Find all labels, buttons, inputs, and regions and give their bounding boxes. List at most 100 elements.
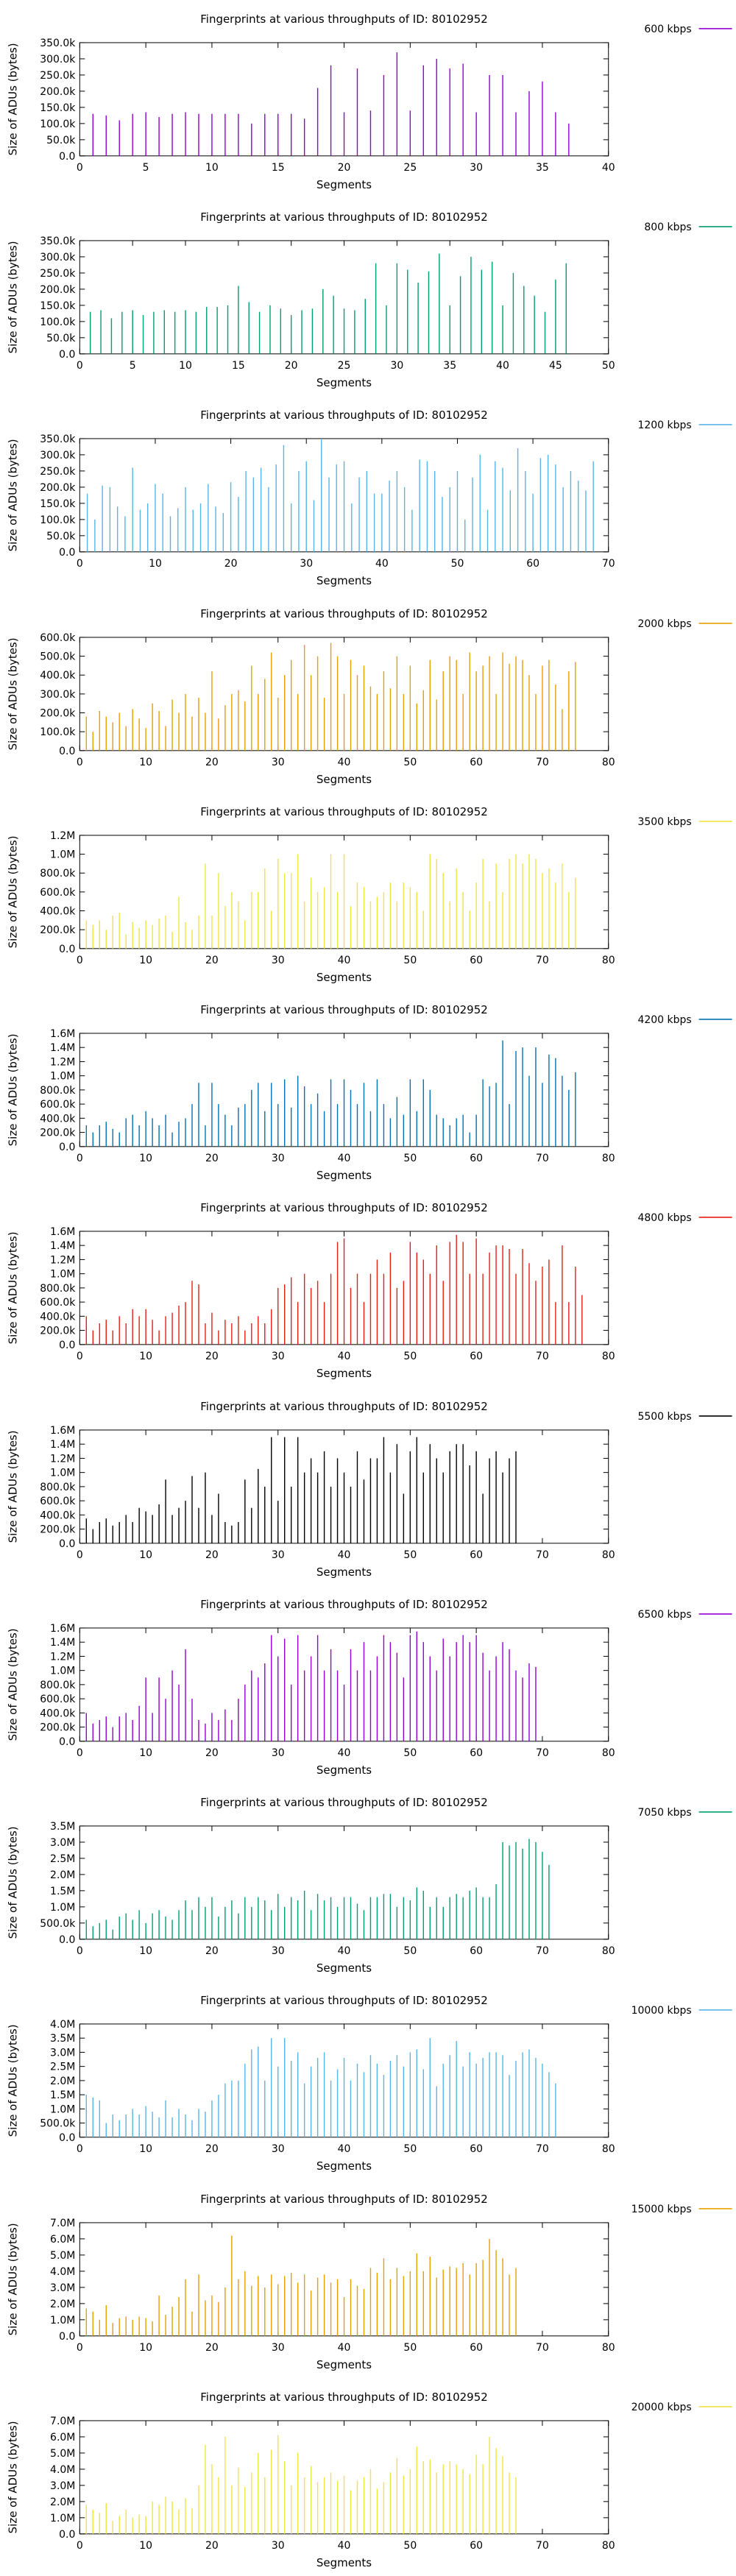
y-tick-label: 1.0M — [50, 849, 75, 860]
y-tick-label: 0.0 — [59, 944, 75, 955]
x-tick-label: 60 — [470, 756, 483, 768]
y-tick-label: 1.5M — [50, 2090, 75, 2101]
legend-label: 4200 kbps — [638, 1014, 692, 1026]
y-tick-label: 1.2M — [50, 1057, 75, 1069]
chart-panel: Fingerprints at various throughputs of I… — [6, 2193, 732, 2371]
y-tick-label: 6.0M — [50, 2432, 75, 2444]
x-tick-label: 50 — [403, 756, 417, 768]
y-tick-label: 1.0M — [50, 1902, 75, 1914]
x-tick-label: 10 — [139, 955, 152, 966]
y-tick-label: 350.0k — [40, 236, 76, 247]
y-tick-label: 5.0M — [50, 2249, 75, 2261]
y-tick-label: 400.0k — [40, 905, 76, 917]
x-tick-label: 20 — [205, 2540, 219, 2552]
y-tick-label: 250.0k — [40, 70, 76, 82]
y-tick-label: 200.0k — [40, 1128, 76, 1139]
x-tick-label: 50 — [403, 2341, 417, 2353]
x-tick-label: 80 — [602, 1945, 615, 1957]
x-tick-label: 60 — [526, 558, 539, 570]
x-tick-label: 30 — [272, 1153, 285, 1164]
y-tick-label: 2.5M — [50, 1853, 75, 1865]
x-tick-label: 40 — [338, 2143, 351, 2155]
y-tick-label: 1.2M — [50, 1453, 75, 1465]
x-tick-label: 0 — [77, 955, 83, 966]
x-axis-label: Segments — [316, 1367, 372, 1380]
x-tick-label: 45 — [549, 360, 562, 372]
x-tick-label: 35 — [443, 360, 456, 372]
x-tick-label: 30 — [272, 1351, 285, 1362]
y-tick-label: 250.0k — [40, 466, 76, 478]
y-axis-label: Size of ADUs (bytes) — [6, 2421, 19, 2533]
y-tick-label: 0.0 — [59, 1934, 75, 1946]
x-tick-label: 40 — [338, 1945, 351, 1957]
x-tick-label: 35 — [536, 162, 549, 174]
x-tick-label: 10 — [139, 1747, 152, 1759]
x-tick-label: 40 — [496, 360, 509, 372]
y-tick-label: 2.0M — [50, 2298, 75, 2310]
x-tick-label: 80 — [602, 1351, 615, 1362]
x-tick-label: 80 — [602, 2341, 615, 2353]
chart-title: Fingerprints at various throughputs of I… — [200, 2193, 487, 2206]
x-tick-label: 80 — [602, 1549, 615, 1560]
x-tick-label: 0 — [77, 1153, 83, 1164]
y-tick-label: 150.0k — [40, 498, 76, 510]
x-tick-label: 50 — [451, 558, 464, 570]
x-tick-label: 70 — [536, 756, 549, 768]
chart-panel: Fingerprints at various throughputs of I… — [6, 2391, 732, 2569]
chart-panel: Fingerprints at various throughputs of I… — [6, 408, 732, 587]
y-tick-label: 3.0M — [50, 1837, 75, 1849]
y-tick-label: 200.0k — [40, 482, 76, 494]
chart-title: Fingerprints at various throughputs of I… — [200, 2391, 487, 2404]
x-tick-label: 10 — [139, 2540, 152, 2552]
y-tick-label: 4.0M — [50, 2019, 75, 2031]
y-tick-label: 7.0M — [50, 2217, 75, 2229]
x-tick-label: 50 — [403, 955, 417, 966]
legend-label: 600 kbps — [644, 24, 691, 35]
y-tick-label: 1.0M — [50, 1665, 75, 1677]
x-tick-label: 10 — [205, 162, 219, 174]
x-tick-label: 40 — [602, 162, 615, 174]
y-tick-label: 600.0k — [40, 1496, 76, 1507]
chart-title: Fingerprints at various throughputs of I… — [200, 13, 487, 26]
y-tick-label: 800.0k — [40, 1481, 76, 1493]
chart-title: Fingerprints at various throughputs of I… — [200, 1201, 487, 1214]
x-tick-label: 0 — [77, 162, 83, 174]
y-axis-label: Size of ADUs (bytes) — [6, 1628, 19, 1741]
y-tick-label: 3.0M — [50, 2282, 75, 2293]
x-axis-label: Segments — [316, 574, 372, 587]
y-tick-label: 0.0 — [59, 746, 75, 757]
x-axis-label: Segments — [316, 772, 372, 785]
x-tick-label: 0 — [77, 360, 83, 372]
y-tick-label: 400.0k — [40, 1312, 76, 1323]
y-tick-label: 600.0k — [40, 1099, 76, 1111]
x-axis-label: Segments — [316, 2556, 372, 2569]
x-tick-label: 10 — [149, 558, 162, 570]
y-tick-label: 500.0k — [40, 651, 76, 662]
y-tick-label: 400.0k — [40, 670, 76, 682]
x-tick-label: 70 — [536, 2341, 549, 2353]
x-tick-label: 10 — [139, 2143, 152, 2155]
x-tick-label: 30 — [470, 162, 483, 174]
y-tick-label: 500.0k — [40, 2118, 76, 2130]
x-tick-label: 30 — [272, 1747, 285, 1759]
y-tick-label: 800.0k — [40, 1680, 76, 1691]
legend-label: 4800 kbps — [638, 1212, 692, 1224]
y-tick-label: 200.0k — [40, 284, 76, 296]
x-tick-label: 40 — [338, 2341, 351, 2353]
x-tick-label: 60 — [470, 1351, 483, 1362]
y-tick-label: 1.4M — [50, 1042, 75, 1054]
y-tick-label: 600.0k — [40, 1297, 76, 1309]
y-tick-label: 2.0M — [50, 2076, 75, 2087]
y-axis-label: Size of ADUs (bytes) — [6, 2223, 19, 2335]
x-tick-label: 60 — [470, 2341, 483, 2353]
x-tick-label: 0 — [77, 1351, 83, 1362]
y-tick-label: 600.0k — [40, 632, 76, 644]
x-axis-label: Segments — [316, 2357, 372, 2371]
x-tick-label: 70 — [536, 1549, 549, 1560]
y-tick-label: 5.0M — [50, 2448, 75, 2460]
chart-title: Fingerprints at various throughputs of I… — [200, 1796, 487, 1809]
chart-panel: Fingerprints at various throughputs of I… — [6, 1994, 732, 2173]
y-tick-label: 1.2M — [50, 1651, 75, 1663]
y-axis-label: Size of ADUs (bytes) — [6, 1034, 19, 1147]
y-tick-label: 200.0k — [40, 1722, 76, 1733]
